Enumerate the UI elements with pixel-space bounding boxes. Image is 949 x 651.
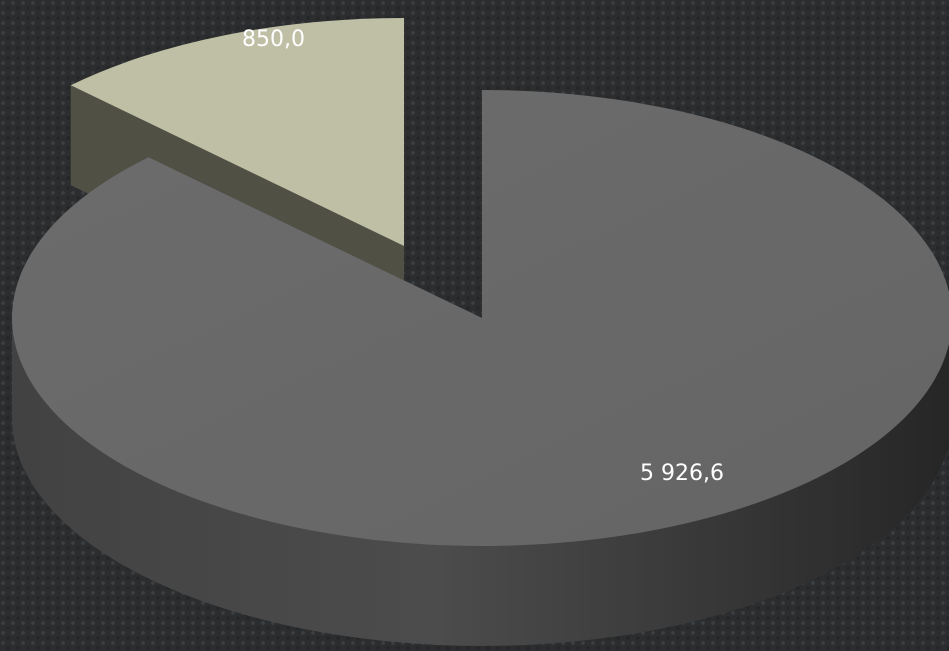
data-label-slice-1: 5 926,6 bbox=[640, 461, 724, 486]
pie-slice-1-side bbox=[12, 318, 949, 646]
pie-slice-1 bbox=[12, 90, 949, 546]
pie-slice-2 bbox=[70, 18, 405, 246]
data-label-slice-2: 850,0 bbox=[242, 27, 305, 52]
